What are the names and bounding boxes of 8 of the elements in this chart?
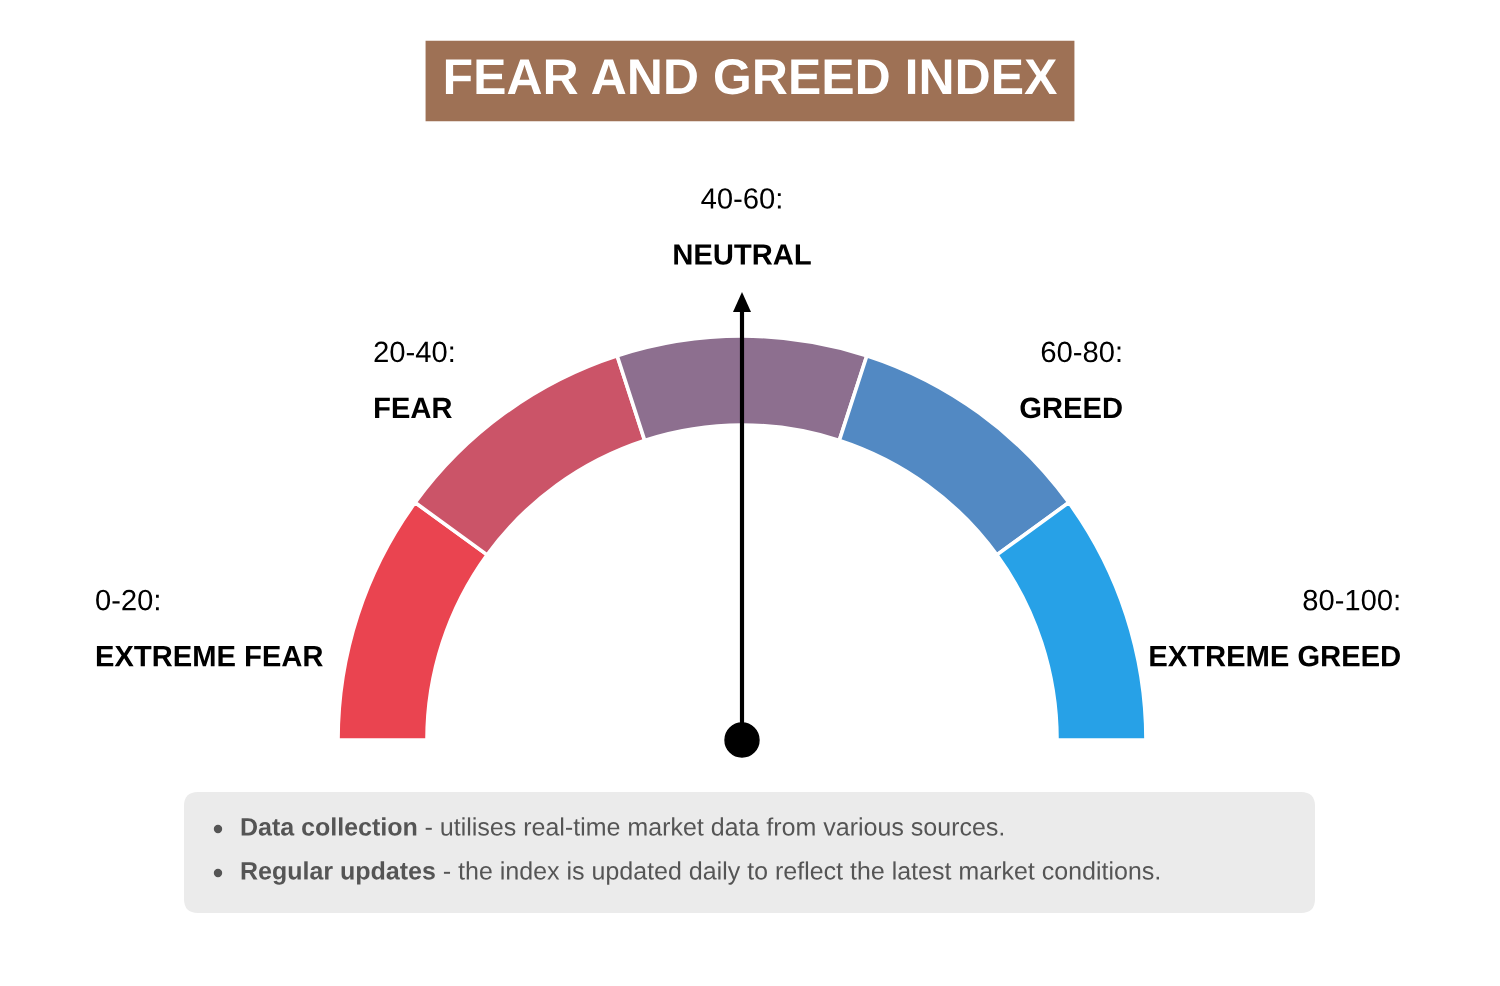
category-label: 0-20: EXTREME FEAR [96,589,323,667]
chart-title: FEAR AND GREED INDEX [445,59,1057,95]
text: Data collection - utilises real-time market data from various sources. [241,817,1004,836]
category-label: 60-80: GREED [1020,341,1122,419]
text: Regular updates - the index is updated daily to reflect the latest market conditions. [241,861,1159,885]
category-label: 20-40: FEAR [374,341,454,418]
category-label: 40-60: NEUTRAL [674,188,811,265]
category-label: 80-100: EXTREME GREED [1150,589,1400,667]
